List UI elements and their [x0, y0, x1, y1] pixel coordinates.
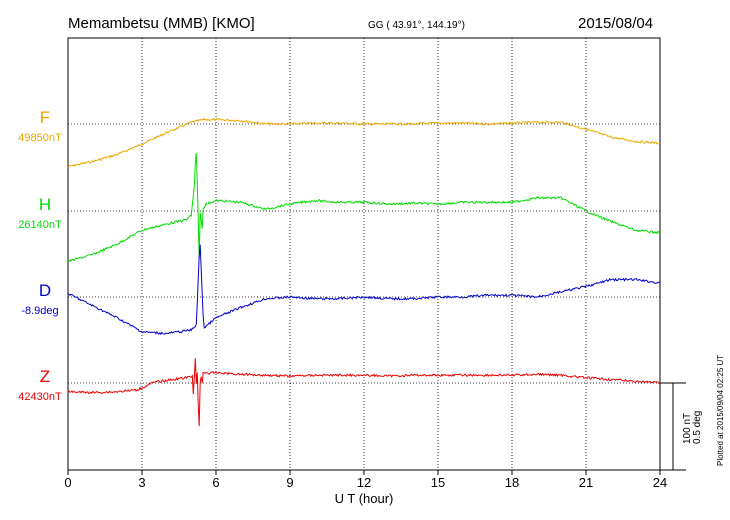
x-axis-label: U T (hour): [335, 491, 394, 506]
series-line-Z: [67, 358, 661, 427]
x-tick-label-3: 3: [138, 475, 145, 490]
station-title: Memambetsu (MMB) [KMO]: [68, 15, 255, 32]
series-line-H: [67, 153, 661, 263]
series-name-D: D: [39, 281, 51, 300]
x-tick-label-6: 6: [212, 475, 219, 490]
x-tick-label-15: 15: [431, 475, 445, 490]
x-tick-label-18: 18: [505, 475, 519, 490]
grid-lines: [68, 38, 660, 470]
coordinates-label: GG ( 43.91°, 144.19°): [368, 20, 465, 31]
scale-nt-label: 100 nT: [682, 413, 693, 444]
x-tick-label-9: 9: [286, 475, 293, 490]
series-lines: [67, 117, 661, 427]
date-label: 2015/08/04: [578, 15, 653, 32]
plotted-timestamp: Plotted at 2015/09/04 02:25 UT: [716, 355, 725, 466]
x-tick-label-12: 12: [357, 475, 371, 490]
series-name-F: F: [40, 108, 50, 127]
series-name-H: H: [39, 195, 51, 214]
series-baseline-Z: 42430nT: [18, 391, 62, 403]
x-axis: 0 3 6 9 12 15 18 21 24: [64, 470, 667, 490]
x-tick-label-21: 21: [579, 475, 593, 490]
series-baseline-H: 26140nT: [18, 219, 62, 231]
series-line-F: [68, 117, 661, 168]
series-name-Z: Z: [40, 367, 50, 386]
series-baseline-F: 49850nT: [18, 132, 62, 144]
scale-bar: 100 nT 0.5 deg: [660, 382, 703, 471]
series-labels: F 49850nT H 26140nT D -8.9deg Z 42430nT: [18, 108, 62, 403]
scale-deg-label: 0.5 deg: [692, 411, 703, 444]
series-line-D: [67, 244, 661, 336]
x-tick-label-24: 24: [653, 475, 667, 490]
x-tick-label-0: 0: [64, 475, 71, 490]
series-baseline-D: -8.9deg: [21, 305, 58, 317]
